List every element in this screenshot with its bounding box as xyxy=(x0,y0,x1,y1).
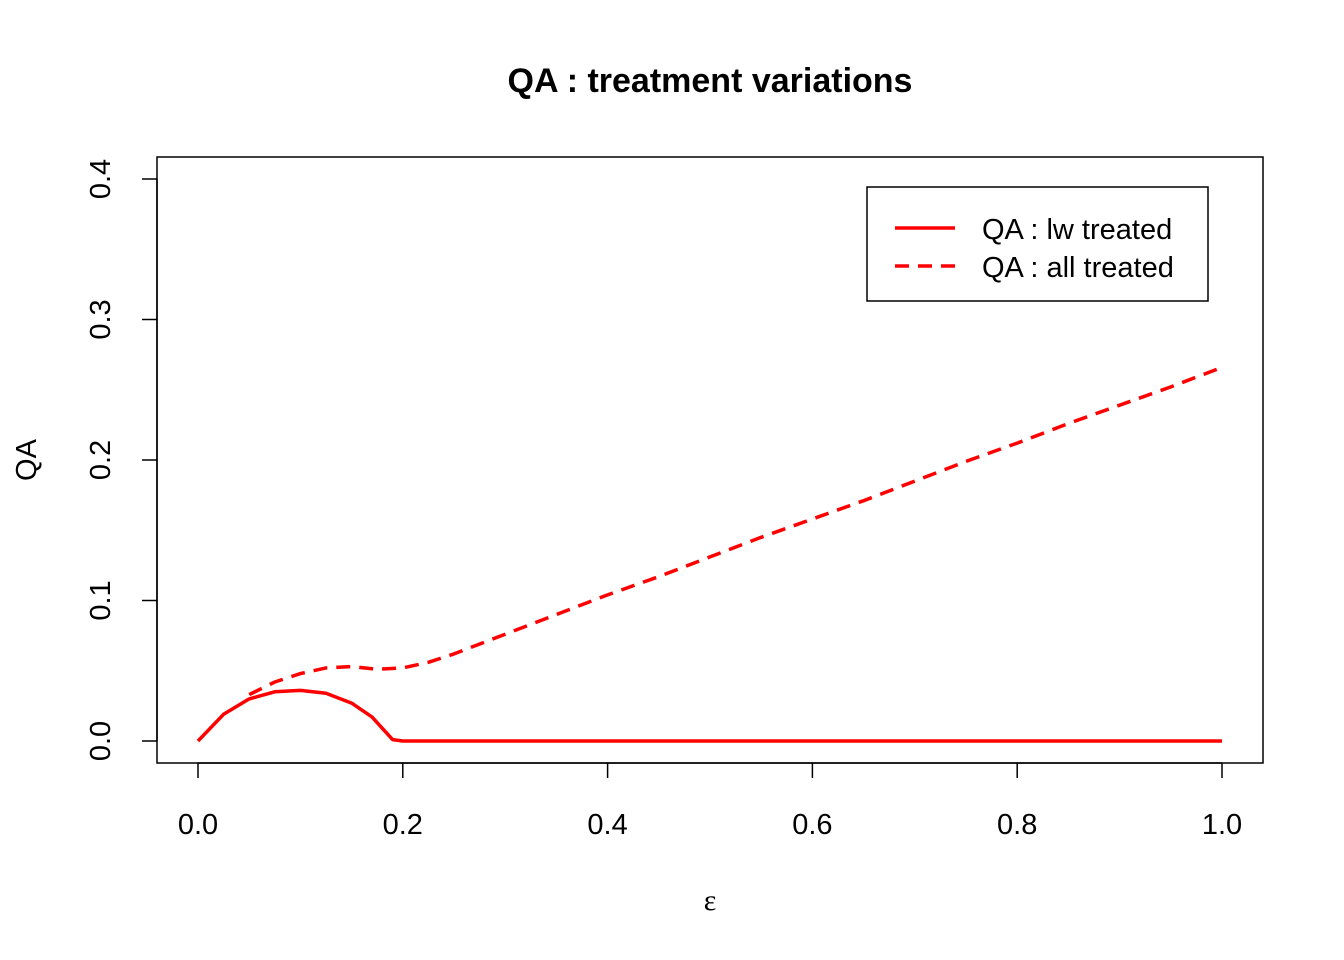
series-line-lw-treated xyxy=(196,688,1222,743)
series-line-all-treated xyxy=(248,365,1223,697)
x-tick-label: 0.0 xyxy=(178,809,218,841)
series-layer xyxy=(196,365,1223,743)
legend-label-lw-treated: QA : lw treated xyxy=(982,214,1172,246)
y-tick-label: 0.4 xyxy=(85,159,117,199)
y-tick-label: 0.2 xyxy=(85,440,117,480)
x-tick-label: 0.8 xyxy=(997,809,1037,841)
chart-title: QA : treatment variations xyxy=(508,62,913,100)
x-tick-label: 1.0 xyxy=(1202,809,1242,841)
legend-label-all-treated: QA : all treated xyxy=(982,252,1174,284)
y-tick-label: 0.1 xyxy=(85,580,117,620)
x-tick-label: 0.4 xyxy=(587,809,627,841)
x-tick-label: 0.2 xyxy=(383,809,423,841)
legend-box xyxy=(866,186,1209,302)
legend: QA : lw treated QA : all treated xyxy=(866,186,1209,302)
y-tick-label: 0.3 xyxy=(85,299,117,339)
x-tick-label: 0.6 xyxy=(792,809,832,841)
x-axis: 0.0 0.2 0.4 0.6 0.8 1.0 xyxy=(178,762,1242,841)
y-axis: 0.0 0.1 0.2 0.3 0.4 xyxy=(85,159,158,761)
y-tick-label: 0.0 xyxy=(85,721,117,761)
y-axis-label: QA xyxy=(11,438,43,481)
x-axis-label: ε xyxy=(704,884,717,917)
